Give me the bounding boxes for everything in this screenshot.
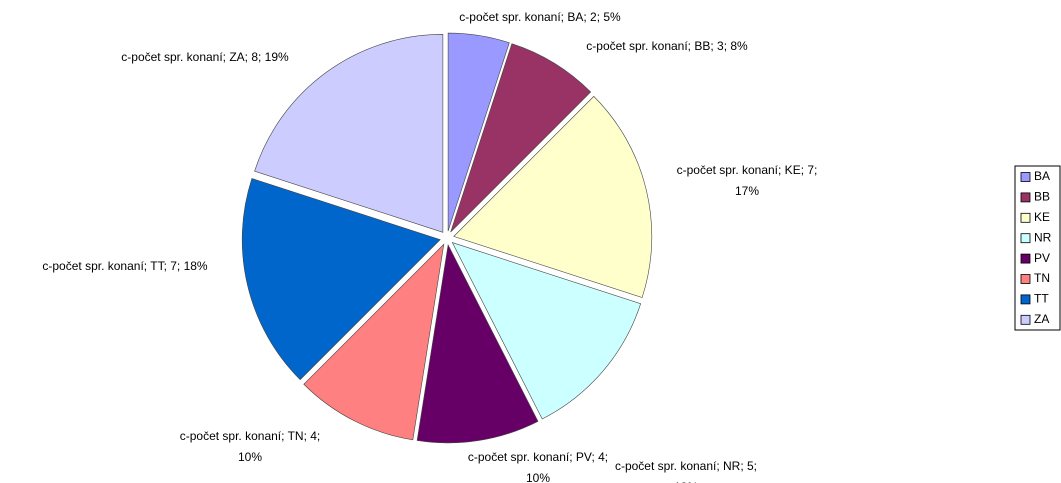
- legend-swatch: [1020, 233, 1031, 244]
- pie-slice: [303, 243, 445, 441]
- pie-slice: [451, 242, 642, 420]
- legend-swatch: [1020, 212, 1031, 223]
- legend-swatch: [1020, 253, 1031, 264]
- data-label: c-počet spr. konaní; BA; 2; 5%: [459, 10, 621, 24]
- legend-swatch: [1020, 314, 1031, 325]
- data-label: c-počet spr. konaní; BB; 3; 8%: [586, 39, 748, 53]
- legend-label: KE: [1034, 210, 1050, 224]
- legend-label: NR: [1034, 230, 1052, 244]
- data-label: c-počet spr. konaní; KE; 7; 17%: [677, 163, 818, 198]
- legend-swatch: [1020, 274, 1031, 284]
- legend-label: TN: [1034, 271, 1050, 285]
- pie-slice: [450, 43, 592, 233]
- legend-label: PV: [1034, 251, 1050, 265]
- legend-label: ZA: [1034, 312, 1049, 326]
- legend-swatch: [1020, 172, 1031, 182]
- legend-label: TT: [1034, 292, 1049, 306]
- pie-slice: [453, 95, 653, 298]
- legend-label: BB: [1034, 190, 1050, 204]
- pie-slice: [241, 178, 441, 381]
- data-label: c-počet spr. konaní; TT; 7; 18%: [42, 259, 208, 273]
- pie-slice: [416, 243, 539, 444]
- data-label: c-počet spr. konaní; NR; 5;13%: [615, 459, 757, 483]
- data-label: c-počet spr. konaní; ZA; 8; 19%: [121, 50, 289, 64]
- pie-slice: [447, 32, 510, 232]
- data-label: c-počet spr. konaní; TN; 4; 10%: [180, 429, 321, 464]
- data-label: c-počet spr. konaní; PV; 4; 10%: [468, 450, 608, 483]
- legend-swatch: [1020, 192, 1031, 203]
- pie-slice: [254, 34, 444, 233]
- legend-swatch: [1020, 294, 1031, 305]
- legend-label: BA: [1034, 169, 1050, 183]
